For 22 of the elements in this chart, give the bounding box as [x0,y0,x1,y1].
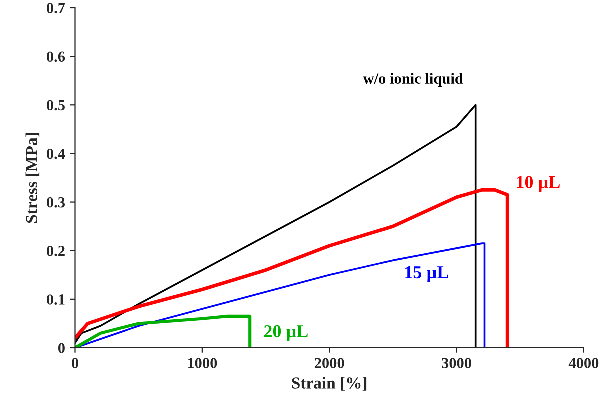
line-series [75,104,477,348]
x-tick-label: 3000 [442,358,472,368]
x-tick-label: 1000 [188,358,218,368]
y-tick-label: 0.7 [47,3,66,14]
line-series [75,188,510,348]
series-label: 20 µL [264,325,308,342]
y-tick-label: 0.4 [47,148,66,160]
line-series [75,314,252,348]
y-tick-label: 0.3 [47,197,66,208]
series-label: 10 µL [517,176,560,192]
y-tick-label: 0 [58,343,65,354]
x-axis-title: Strain [%] [292,377,367,391]
y-tick-label: 0.2 [47,246,65,256]
y-axis-title: Stress [MPa] [26,133,40,224]
y-tick-label: 0.1 [47,294,65,305]
series-label: 15 µL [406,266,448,282]
y-tick-label: 0.6 [47,52,66,62]
y-tick-label: 0.5 [47,100,65,111]
series-label: w/o ionic liquid [363,73,464,88]
x-tick-label: 2000 [314,358,344,368]
x-tick-label: 0 [72,358,78,368]
x-tick-label: 4000 [568,358,599,368]
